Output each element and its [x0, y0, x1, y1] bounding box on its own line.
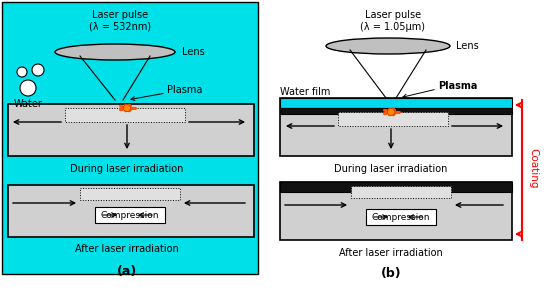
Text: Lens: Lens	[456, 41, 478, 51]
Bar	[8, 104, 254, 156]
Bar	[278, 0, 550, 292]
Bar	[280, 182, 512, 192]
Text: After laser irradiation: After laser irradiation	[75, 244, 179, 254]
Text: Laser pulse
(λ = 1.05μm): Laser pulse (λ = 1.05μm)	[360, 10, 426, 32]
Bar	[8, 185, 254, 237]
Bar	[366, 209, 436, 225]
Bar	[280, 182, 512, 240]
Circle shape	[32, 64, 44, 76]
Text: Laser pulse
(λ = 532nm): Laser pulse (λ = 532nm)	[89, 10, 151, 32]
Text: Coating: Coating	[528, 148, 538, 188]
Text: During laser irradiation: During laser irradiation	[70, 164, 184, 174]
Text: During laser irradiation: During laser irradiation	[334, 164, 448, 174]
Text: Water: Water	[14, 99, 43, 109]
Text: Water film: Water film	[280, 87, 331, 97]
Circle shape	[123, 105, 130, 112]
Text: Compression: Compression	[372, 213, 430, 222]
Ellipse shape	[326, 38, 450, 54]
Bar	[280, 98, 512, 108]
Bar	[80, 188, 180, 200]
Circle shape	[387, 108, 394, 116]
Text: Plasma: Plasma	[167, 85, 202, 95]
Text: (a): (a)	[117, 265, 137, 278]
Circle shape	[20, 80, 36, 96]
Text: Plasma: Plasma	[438, 81, 477, 91]
Text: Lens: Lens	[182, 47, 205, 57]
Bar	[351, 186, 451, 198]
Bar	[280, 108, 512, 114]
Text: (b): (b)	[381, 267, 402, 280]
Bar	[65, 108, 185, 122]
Text: Compression: Compression	[101, 211, 160, 220]
Ellipse shape	[55, 44, 175, 60]
Bar	[338, 112, 448, 126]
Bar	[280, 98, 512, 156]
Bar	[95, 207, 165, 223]
Text: After laser irradiation: After laser irradiation	[339, 248, 443, 258]
Bar	[2, 2, 258, 274]
Circle shape	[17, 67, 27, 77]
